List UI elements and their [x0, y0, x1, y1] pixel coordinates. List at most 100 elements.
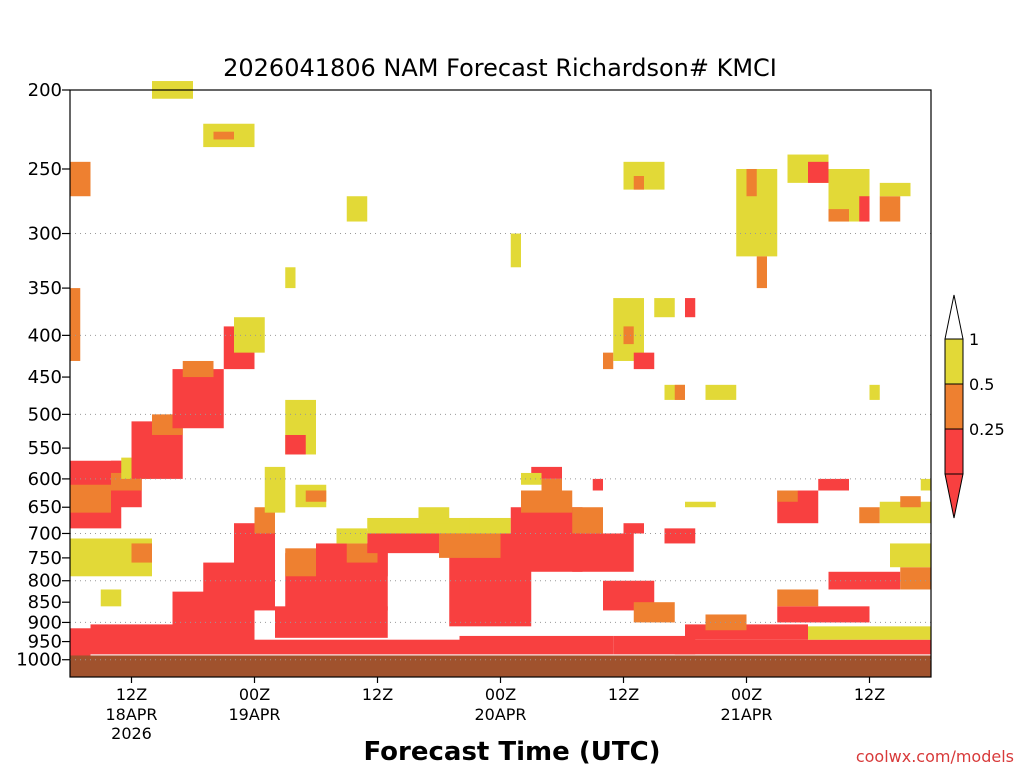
- data-cell-56: [213, 131, 234, 140]
- x-tick-label-1: 00Z: [239, 685, 270, 704]
- data-cell-22: [572, 533, 634, 572]
- data-cell-7: [275, 606, 388, 638]
- data-cell-80: [879, 196, 901, 222]
- x-tick-label-5: 00Z: [731, 685, 762, 704]
- data-cell-85: [818, 478, 849, 491]
- data-cell-70: [674, 384, 685, 400]
- data-cell-68: [603, 352, 614, 370]
- y-tick-label-750: 750: [28, 548, 62, 569]
- x-axis-label: Forecast Time (UTC): [363, 737, 660, 767]
- legend-arrow-bottom: [944, 473, 964, 519]
- data-cell-44: [182, 360, 214, 378]
- x-tick-sublabel-3-0: 20APR: [474, 705, 526, 724]
- data-cell-33: [828, 571, 901, 590]
- data-cell-64: [623, 326, 634, 345]
- data-cell-53: [285, 434, 306, 455]
- y-tick-label-500: 500: [28, 404, 62, 425]
- y-tick-label-250: 250: [28, 159, 62, 180]
- data-cell-59: [285, 267, 296, 289]
- y-tick-label-350: 350: [28, 278, 62, 299]
- data-cell-30: [808, 626, 931, 640]
- y-tick-label-450: 450: [28, 367, 62, 388]
- x-tick-sublabel-1-0: 19APR: [228, 705, 280, 724]
- y-tick-label-600: 600: [28, 469, 62, 490]
- data-cell-0: [70, 628, 91, 657]
- data-cell-92: [685, 501, 716, 508]
- y-tick-label-300: 300: [28, 224, 62, 245]
- data-cell-20: [510, 507, 583, 572]
- data-cell-17: [439, 533, 501, 558]
- data-cell-65: [654, 298, 675, 318]
- legend: 1 0.5 0.25: [944, 294, 1005, 519]
- chart-title: 2026041806 NAM Forecast Richardson# KMCI: [223, 54, 777, 82]
- credit-text: coolwx.com/models: [856, 747, 1014, 766]
- data-cell-25: [633, 602, 675, 623]
- y-tick-label-200: 200: [28, 80, 62, 101]
- data-cell-60: [510, 233, 521, 268]
- data-cell-21: [521, 490, 573, 513]
- data-cell-86: [859, 507, 880, 524]
- y-axis: 200 250 300 350 400 450 500 550 600 650 700 7508008…: [16, 80, 70, 671]
- legend-arrow-top: [944, 294, 964, 340]
- data-cell-58: [346, 196, 368, 222]
- data-cell-12: [367, 530, 460, 554]
- data-cell-76: [808, 161, 829, 183]
- legend-bin-1: [944, 383, 964, 430]
- data-cell-32: [777, 589, 819, 607]
- x-tick-label-2: 12Z: [362, 685, 393, 704]
- data-cell-34: [900, 567, 931, 590]
- data-cell-73: [746, 168, 757, 197]
- data-cell-14: [367, 517, 480, 534]
- y-tick-label-900: 900: [28, 612, 62, 633]
- y-tick-label-950: 950: [28, 632, 62, 653]
- gridlines: [70, 233, 931, 661]
- x-tick-sublabel-0-0: 18APR: [105, 705, 157, 724]
- data-cell-57: [70, 161, 91, 197]
- legend-label-1: 0.5: [969, 375, 994, 394]
- data-cell-13: [336, 528, 368, 544]
- data-cell-37: [70, 484, 111, 513]
- data-cell-6: [254, 639, 460, 655]
- y-tick-label-1000: 1000: [16, 650, 62, 671]
- data-cell-71: [705, 384, 737, 400]
- data-cell-27: [674, 639, 931, 655]
- data-cell-94: [521, 472, 542, 485]
- x-tick-sublabel-5-0: 21APR: [720, 705, 772, 724]
- legend-label-2: 0.25: [969, 420, 1005, 439]
- x-tick-label-3: 00Z: [485, 685, 516, 704]
- data-cell-31: [777, 606, 870, 623]
- data-cell-35: [890, 543, 931, 568]
- data-cell-50: [100, 589, 122, 607]
- data-cell-19: [459, 635, 614, 655]
- data-cell-97: [418, 507, 450, 524]
- x-tick-sublabel-0-1: 2026: [111, 724, 152, 743]
- data-cell-43: [172, 369, 224, 429]
- data-cells: [70, 81, 931, 657]
- legend-bin-2: [944, 428, 964, 475]
- data-cell-67: [633, 352, 655, 370]
- data-cell-99: [305, 490, 327, 502]
- legend-bin-0: [944, 338, 964, 385]
- data-cell-89: [920, 478, 931, 491]
- y-tick-label-700: 700: [28, 523, 62, 544]
- ground-layer: [70, 655, 931, 677]
- data-cell-5: [254, 507, 275, 534]
- data-cell-95: [541, 478, 562, 491]
- data-cell-90: [623, 523, 644, 534]
- data-cell-10: [285, 548, 316, 577]
- data-cell-23: [572, 507, 603, 534]
- x-tick-label-4: 12Z: [608, 685, 639, 704]
- data-cell-18: [469, 517, 511, 534]
- legend-label-0: 1: [969, 330, 979, 349]
- y-tick-label-800: 800: [28, 571, 62, 592]
- data-cell-78: [828, 209, 849, 222]
- x-tick-label-6: 12Z: [854, 685, 885, 704]
- data-cell-84: [777, 490, 798, 502]
- data-cell-51: [264, 466, 286, 513]
- data-cell-47: [70, 288, 81, 361]
- data-cell-96: [592, 478, 603, 491]
- data-cell-74: [756, 256, 767, 289]
- data-cell-79: [859, 196, 870, 222]
